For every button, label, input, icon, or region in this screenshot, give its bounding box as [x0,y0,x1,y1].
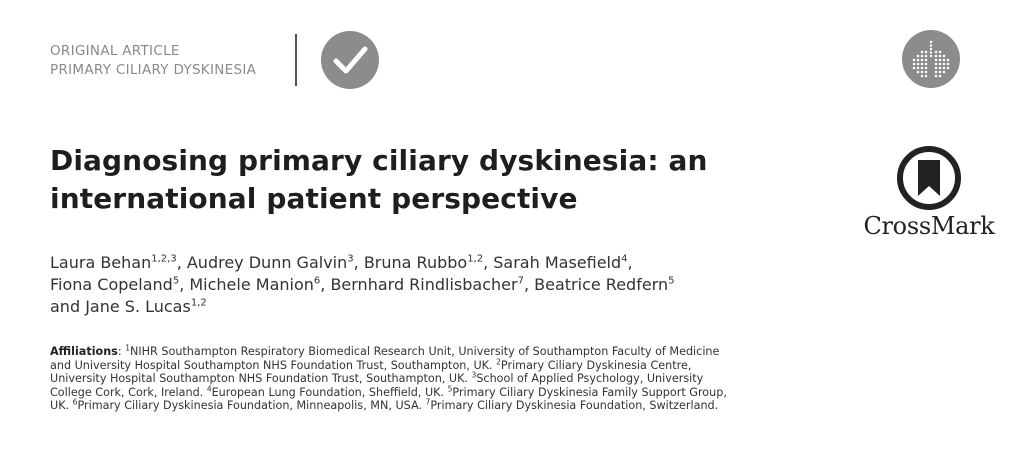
affiliation-text: Primary Ciliary Dyskinesia Foundation, S… [430,399,719,412]
author-name: Bernhard Rindlisbacher [330,275,518,294]
affiliation-text: Primary Ciliary Dyskinesia Centre, Unive… [50,358,692,386]
author-affiliation-number: 1,2 [467,253,484,265]
affiliation-text: European Lung Foundation, Sheffield, UK. [211,385,445,399]
author-affiliation-number: 6 [313,275,321,287]
author-affiliation-number: 3 [347,253,354,265]
affiliations: Affiliations: 1NIHR Southampton Respirat… [50,343,727,413]
title-line-2: international patient perspective [50,182,578,215]
affiliation-text: NIHR Southampton Respiratory Biomedical … [50,345,720,372]
affiliation-number: 7 [425,397,431,407]
article-topic: PRIMARY CILIARY DYSKINESIA [50,62,257,78]
author-name: Beatrice Redfern [534,275,669,294]
checkmark-circle-icon [321,31,379,89]
author-name: Sarah Masefield [493,253,622,272]
author-affiliation-number: 1,2,3 [151,253,177,265]
affiliations-label: Affiliations [50,345,118,358]
author-joiner: and [50,297,86,316]
affiliation-number: 6 [72,397,78,407]
crossmark-badge[interactable]: CrossMark [862,146,996,240]
affiliation-number: 4 [206,383,212,393]
title-line-1: Diagnosing primary ciliary dyskinesia: a… [50,144,708,177]
author-name: Bruna Rubbo [363,253,468,272]
affiliation-number: 5 [447,383,453,393]
crossmark-label: CrossMark [863,212,995,240]
article-category: ORIGINAL ARTICLE PRIMARY CILIARY DYSKINE… [50,42,256,80]
author-list: Laura Behan1,2,3, Audrey Dunn Galvin3, B… [50,253,675,316]
author-name: Laura Behan [50,253,152,272]
author-name: Fiona Copeland [50,275,173,294]
author-affiliation-number: 5 [172,275,180,287]
author-name: Michele Manion [189,275,314,294]
article-title: Diagnosing primary ciliary dyskinesia: a… [50,142,770,218]
lungs-logo-icon [902,30,960,88]
category-divider [295,34,297,86]
author-affiliation-number: 4 [621,253,628,265]
affiliation-number: 1 [125,343,130,353]
author-name: Jane S. Lucas [85,297,191,316]
crossmark-bookmark-icon [897,146,961,210]
author-affiliation-number: 5 [668,275,675,287]
affiliation-number: 2 [496,356,501,366]
article-type: ORIGINAL ARTICLE [50,43,180,59]
affiliation-text: School of Applied Psychology, University… [50,372,704,399]
affiliation-number: 3 [471,370,477,380]
author-affiliation-number: 7 [517,275,524,287]
affiliation-text: Primary Ciliary Dyskinesia Family Suppor… [50,385,727,413]
author-affiliation-number: 1,2 [190,297,207,309]
author-name: Audrey Dunn Galvin [186,253,348,272]
affiliation-text: Primary Ciliary Dyskinesia Foundation, M… [77,399,422,412]
